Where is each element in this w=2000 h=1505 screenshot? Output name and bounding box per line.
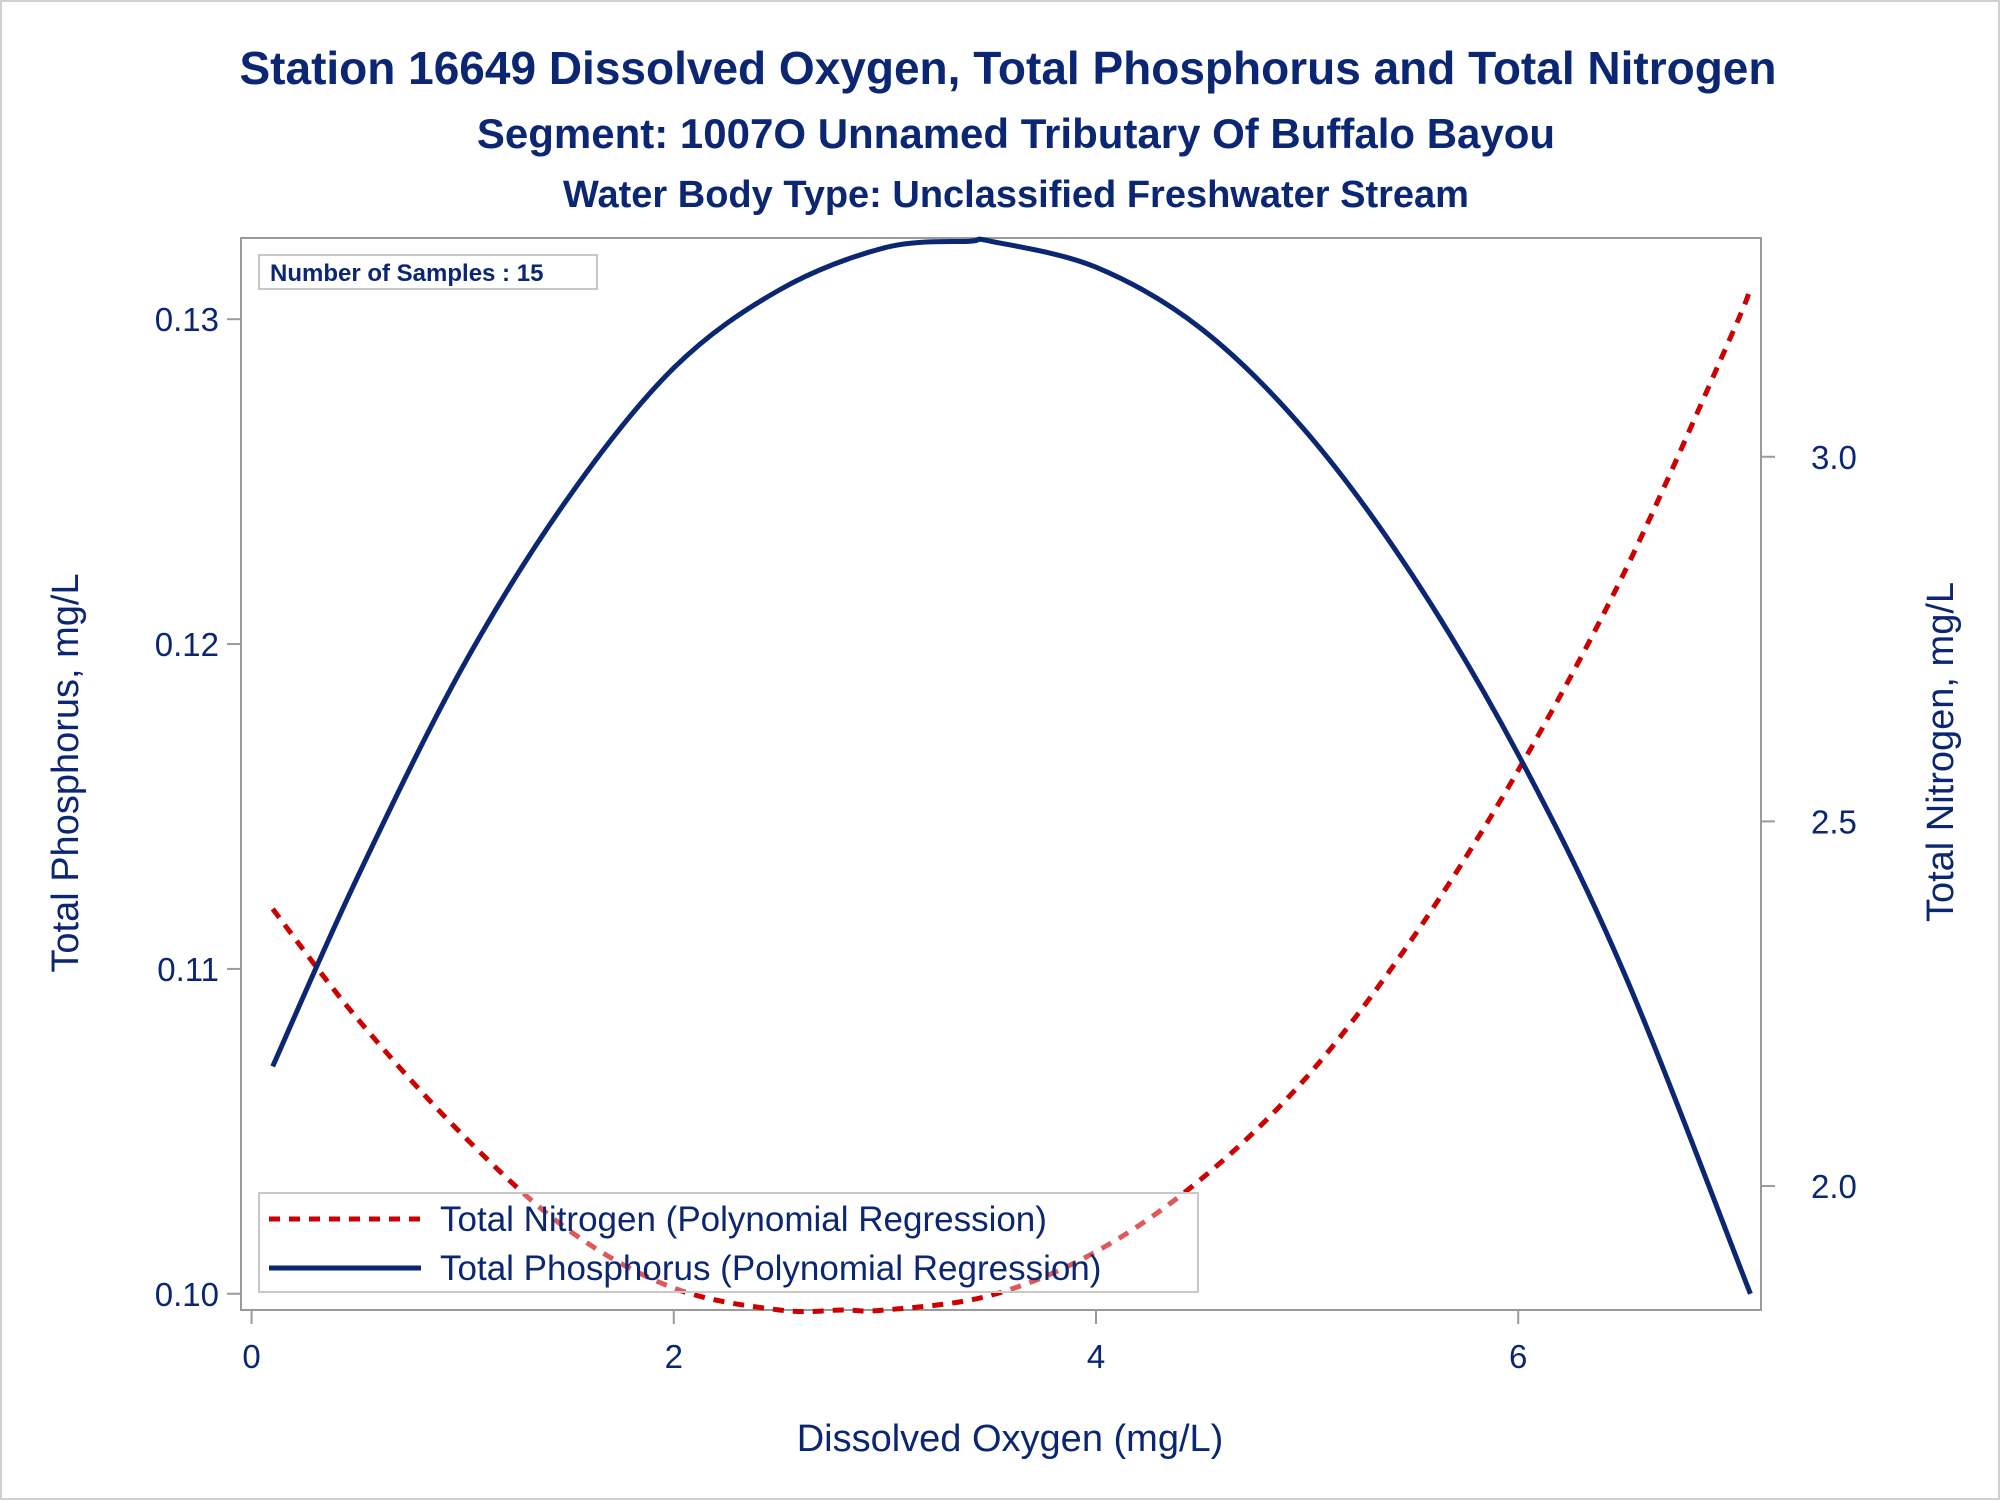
y-axis-label-right: Total Nitrogen, mg/L (1920, 582, 1962, 922)
y-axis-right: 2.0 2.5 3.0 (1761, 439, 1857, 1205)
chart-subtitle-2: Water Body Type: Unclassified Freshwater… (563, 174, 1469, 216)
y-tick-label-right-1: 2.5 (1811, 803, 1857, 840)
series-layer (270, 236, 1753, 1315)
y-tick-label-right-0: 2.0 (1811, 1168, 1857, 1205)
chart-title: Station 16649 Dissolved Oxygen, Total Ph… (239, 42, 1776, 94)
y-tick-label-left-3: 0.13 (155, 301, 219, 338)
series-line-phosphorus (270, 236, 1753, 1295)
y-axis-left: 0.10 0.11 0.12 0.13 (155, 301, 241, 1313)
x-tick-label-1: 2 (665, 1338, 683, 1375)
x-tick-label-2: 4 (1087, 1338, 1105, 1375)
legend-frame (258, 1192, 1199, 1293)
legend-label-phosphorus: Total Phosphorus (Polynomial Regression) (440, 1249, 1101, 1288)
y-tick-label-right-2: 3.0 (1811, 439, 1857, 476)
plot-area (240, 237, 1762, 1311)
x-tick-label-0: 0 (242, 1338, 260, 1375)
sample-count-frame (258, 254, 598, 290)
y-tick-label-left-2: 0.12 (155, 626, 219, 663)
chart-subtitle: Segment: 1007O Unnamed Tributary Of Buff… (477, 110, 1555, 157)
sample-count-box: Number of Samples : 15 (258, 254, 598, 290)
x-axis: 0 2 4 6 (242, 1310, 1527, 1375)
y-tick-label-left-0: 0.10 (155, 1276, 219, 1313)
y-axis-label-left: Total Phosphorus, mg/L (45, 573, 87, 972)
x-tick-label-3: 6 (1509, 1338, 1527, 1375)
legend: Total Nitrogen (Polynomial Regression) T… (258, 1192, 1199, 1293)
sample-count-label: Number of Samples : 15 (270, 260, 543, 287)
y-tick-label-left-1: 0.11 (157, 951, 219, 988)
x-axis-label: Dissolved Oxygen (mg/L) (797, 1418, 1224, 1460)
legend-label-nitrogen: Total Nitrogen (Polynomial Regression) (440, 1200, 1047, 1239)
series-line-nitrogen (270, 288, 1753, 1315)
